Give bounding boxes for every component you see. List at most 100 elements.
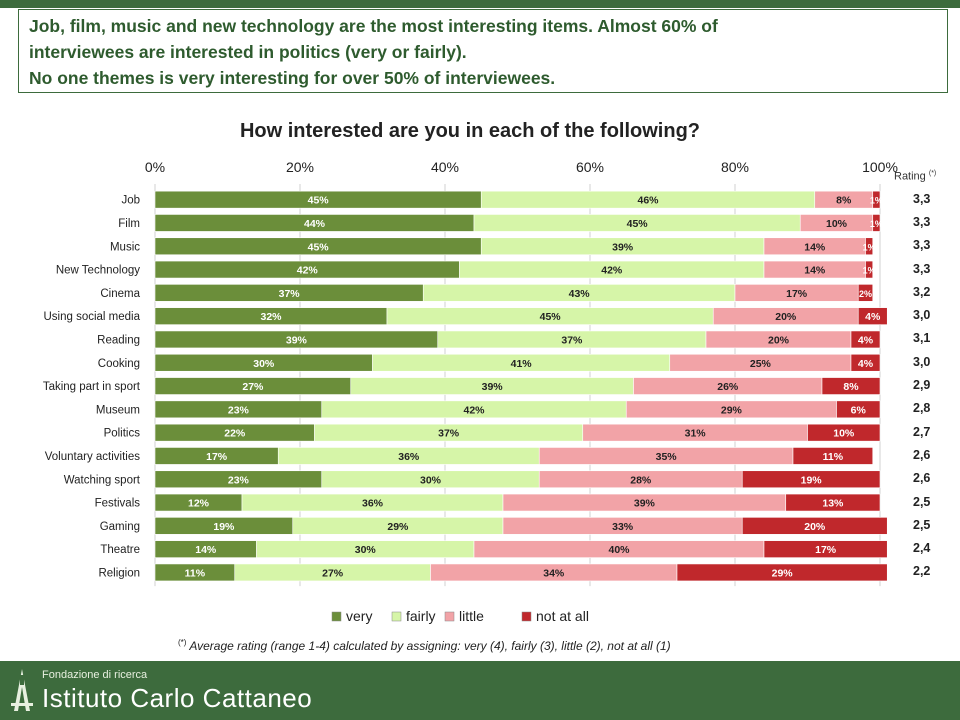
bar-segment xyxy=(785,493,881,512)
category-label: Politics xyxy=(104,428,141,440)
data-label: 37% xyxy=(279,288,301,300)
x-tick-label: 100% xyxy=(862,159,898,175)
bar-segment xyxy=(763,540,888,558)
x-tick-label: 80% xyxy=(721,159,749,175)
footnote-text: Average rating (range 1-4) calculated by… xyxy=(186,639,671,653)
bar-segment xyxy=(836,400,881,419)
stacked-bar-chart: How interested are you in each of the fo… xyxy=(43,120,898,624)
rating-value: 2,6 xyxy=(913,471,931,486)
rating-value: 2,9 xyxy=(913,378,931,393)
rating-value: 3,0 xyxy=(913,354,931,369)
footnote-mark: (*) xyxy=(178,638,187,647)
rating-header-label: Rating xyxy=(894,170,926,183)
rating-value: 2,5 xyxy=(913,494,931,509)
data-label: 25% xyxy=(750,358,772,370)
rating-value: 2,4 xyxy=(913,541,931,556)
data-label: 29% xyxy=(772,567,794,579)
rating-value: 3,3 xyxy=(913,214,931,229)
legend-label: very xyxy=(346,608,372,624)
org-subtitle: Fondazione di ricerca xyxy=(42,669,148,681)
data-label: 28% xyxy=(630,474,652,486)
footnote: (*) Average rating (range 1-4) calculate… xyxy=(178,638,671,653)
category-label: Festivals xyxy=(95,498,141,510)
institute-logo-icon xyxy=(11,669,33,711)
rating-value: 3,1 xyxy=(913,331,931,346)
data-label: 31% xyxy=(685,428,707,440)
category-label: Cooking xyxy=(98,358,140,370)
data-label: 22% xyxy=(224,428,246,440)
rating-value: 2,6 xyxy=(913,447,931,462)
headline-line-3: No one themes is very interesting for ov… xyxy=(29,68,556,88)
rating-header: Rating (*) xyxy=(894,170,936,183)
data-label: 30% xyxy=(420,474,442,486)
rating-value: 2,5 xyxy=(913,517,931,532)
legend-label: not at all xyxy=(536,608,589,624)
bar-segment xyxy=(872,190,881,209)
rating-value: 3,2 xyxy=(913,284,931,299)
rating-header-mark: (*) xyxy=(928,170,937,177)
data-label: 11% xyxy=(823,451,844,463)
data-label: 19% xyxy=(801,474,823,486)
data-label: 37% xyxy=(561,334,583,346)
x-tick-label: 40% xyxy=(431,159,459,175)
bar-segment xyxy=(676,563,888,582)
rating-value: 3,3 xyxy=(913,261,931,276)
data-label: 4% xyxy=(865,311,881,323)
bar-segment xyxy=(865,237,874,256)
data-label: 4% xyxy=(858,358,874,370)
category-label: Voluntary activities xyxy=(45,451,140,463)
data-label: 1% xyxy=(870,219,883,229)
rating-value: 2,2 xyxy=(913,564,931,579)
legend-label: little xyxy=(459,608,484,624)
x-tick-label: 60% xyxy=(576,159,604,175)
headline-line-2: interviewees are interested in politics … xyxy=(29,42,467,62)
data-label: 14% xyxy=(195,544,217,556)
data-label: 42% xyxy=(297,265,319,277)
bar-segment xyxy=(850,330,881,349)
data-label: 17% xyxy=(815,544,837,556)
category-label: Religion xyxy=(98,567,140,579)
legend-label: fairly xyxy=(406,608,436,624)
data-label: 4% xyxy=(858,334,874,346)
data-label: 45% xyxy=(308,241,330,253)
bar-segment xyxy=(807,423,881,442)
data-label: 33% xyxy=(612,521,634,533)
data-label: 39% xyxy=(286,334,308,346)
data-label: 23% xyxy=(228,474,250,486)
data-label: 17% xyxy=(206,451,228,463)
data-label: 45% xyxy=(308,195,330,207)
data-label: 14% xyxy=(804,265,826,277)
data-label: 19% xyxy=(213,521,235,533)
x-tick-label: 20% xyxy=(286,159,314,175)
data-label: 1% xyxy=(863,266,876,276)
data-label: 20% xyxy=(768,334,790,346)
data-label: 44% xyxy=(304,218,326,230)
data-label: 17% xyxy=(786,288,808,300)
data-label: 6% xyxy=(851,404,867,416)
legend-swatch xyxy=(331,611,342,622)
data-label: 29% xyxy=(387,521,409,533)
data-label: 42% xyxy=(463,404,485,416)
bar-segment xyxy=(741,517,888,535)
category-label: Music xyxy=(110,241,140,253)
data-label: 37% xyxy=(438,428,460,440)
headline-box: Job, film, music and new technology are … xyxy=(18,9,948,93)
data-label: 39% xyxy=(482,381,504,393)
bar-segment xyxy=(792,447,874,465)
category-label: Museum xyxy=(96,404,140,416)
data-label: 43% xyxy=(569,288,591,300)
bar-segment xyxy=(821,377,881,395)
data-label: 35% xyxy=(656,451,678,463)
data-label: 12% xyxy=(188,498,210,510)
data-label: 23% xyxy=(228,404,250,416)
footer-bar: Fondazione di ricerca Istituto Carlo Cat… xyxy=(0,661,960,720)
bar-segment xyxy=(865,260,874,279)
data-label: 41% xyxy=(511,358,533,370)
data-label: 36% xyxy=(398,451,420,463)
data-label: 20% xyxy=(804,521,826,533)
rating-value: 2,7 xyxy=(913,424,931,439)
data-label: 34% xyxy=(543,567,565,579)
data-label: 1% xyxy=(863,242,876,252)
data-label: 20% xyxy=(775,311,797,323)
legend-swatch xyxy=(521,611,532,622)
